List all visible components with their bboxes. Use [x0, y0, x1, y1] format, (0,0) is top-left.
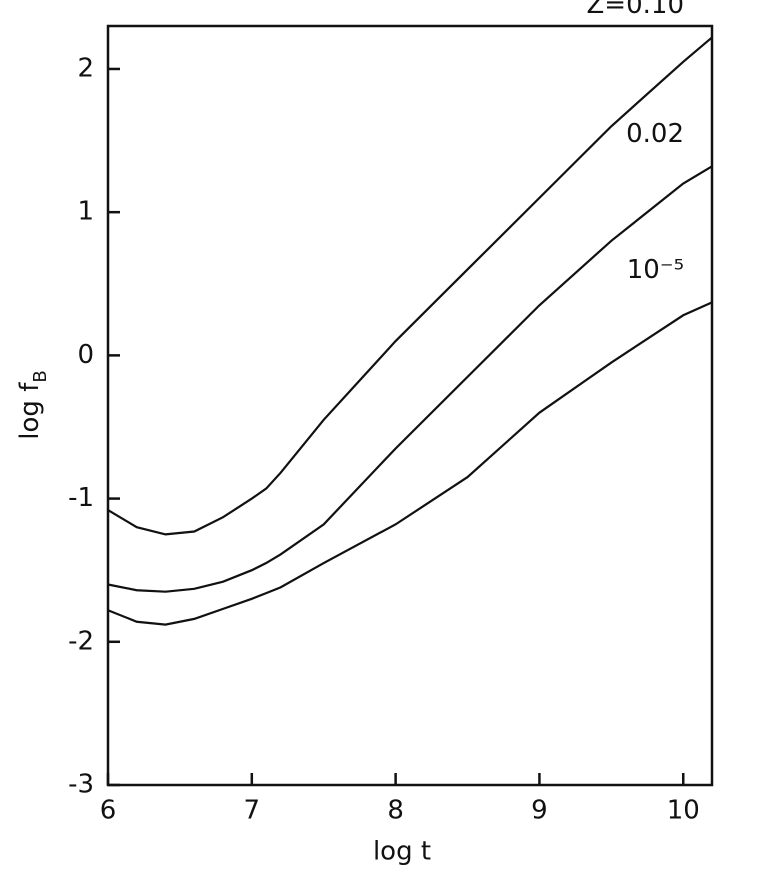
y-axis-label-sub: B	[30, 370, 51, 382]
y-tick-label: 0	[77, 340, 94, 370]
y-axis-label: log fB	[15, 370, 51, 439]
curve	[107, 301, 713, 626]
y-tick-label: -3	[68, 770, 94, 800]
y-axis-label-main: log f	[15, 382, 45, 440]
x-tick-label: 8	[387, 796, 404, 826]
x-axis-label: log t	[373, 837, 431, 867]
y-tick-label: -2	[68, 626, 94, 656]
curve-label: 0.02	[626, 119, 684, 149]
x-tick-label: 7	[244, 796, 261, 826]
x-tick-label: 10	[667, 796, 700, 826]
y-tick-label: 1	[77, 197, 94, 227]
y-tick-label: -1	[68, 483, 94, 513]
x-tick-label: 9	[531, 796, 548, 826]
curve-label: 10⁻⁵	[627, 255, 684, 285]
curve	[107, 165, 713, 593]
curve-label: Z=0.10	[587, 0, 685, 20]
x-tick-label: 6	[100, 796, 117, 826]
plot-frame	[106, 24, 714, 787]
y-tick-label: 2	[77, 53, 94, 83]
curve	[107, 36, 713, 536]
